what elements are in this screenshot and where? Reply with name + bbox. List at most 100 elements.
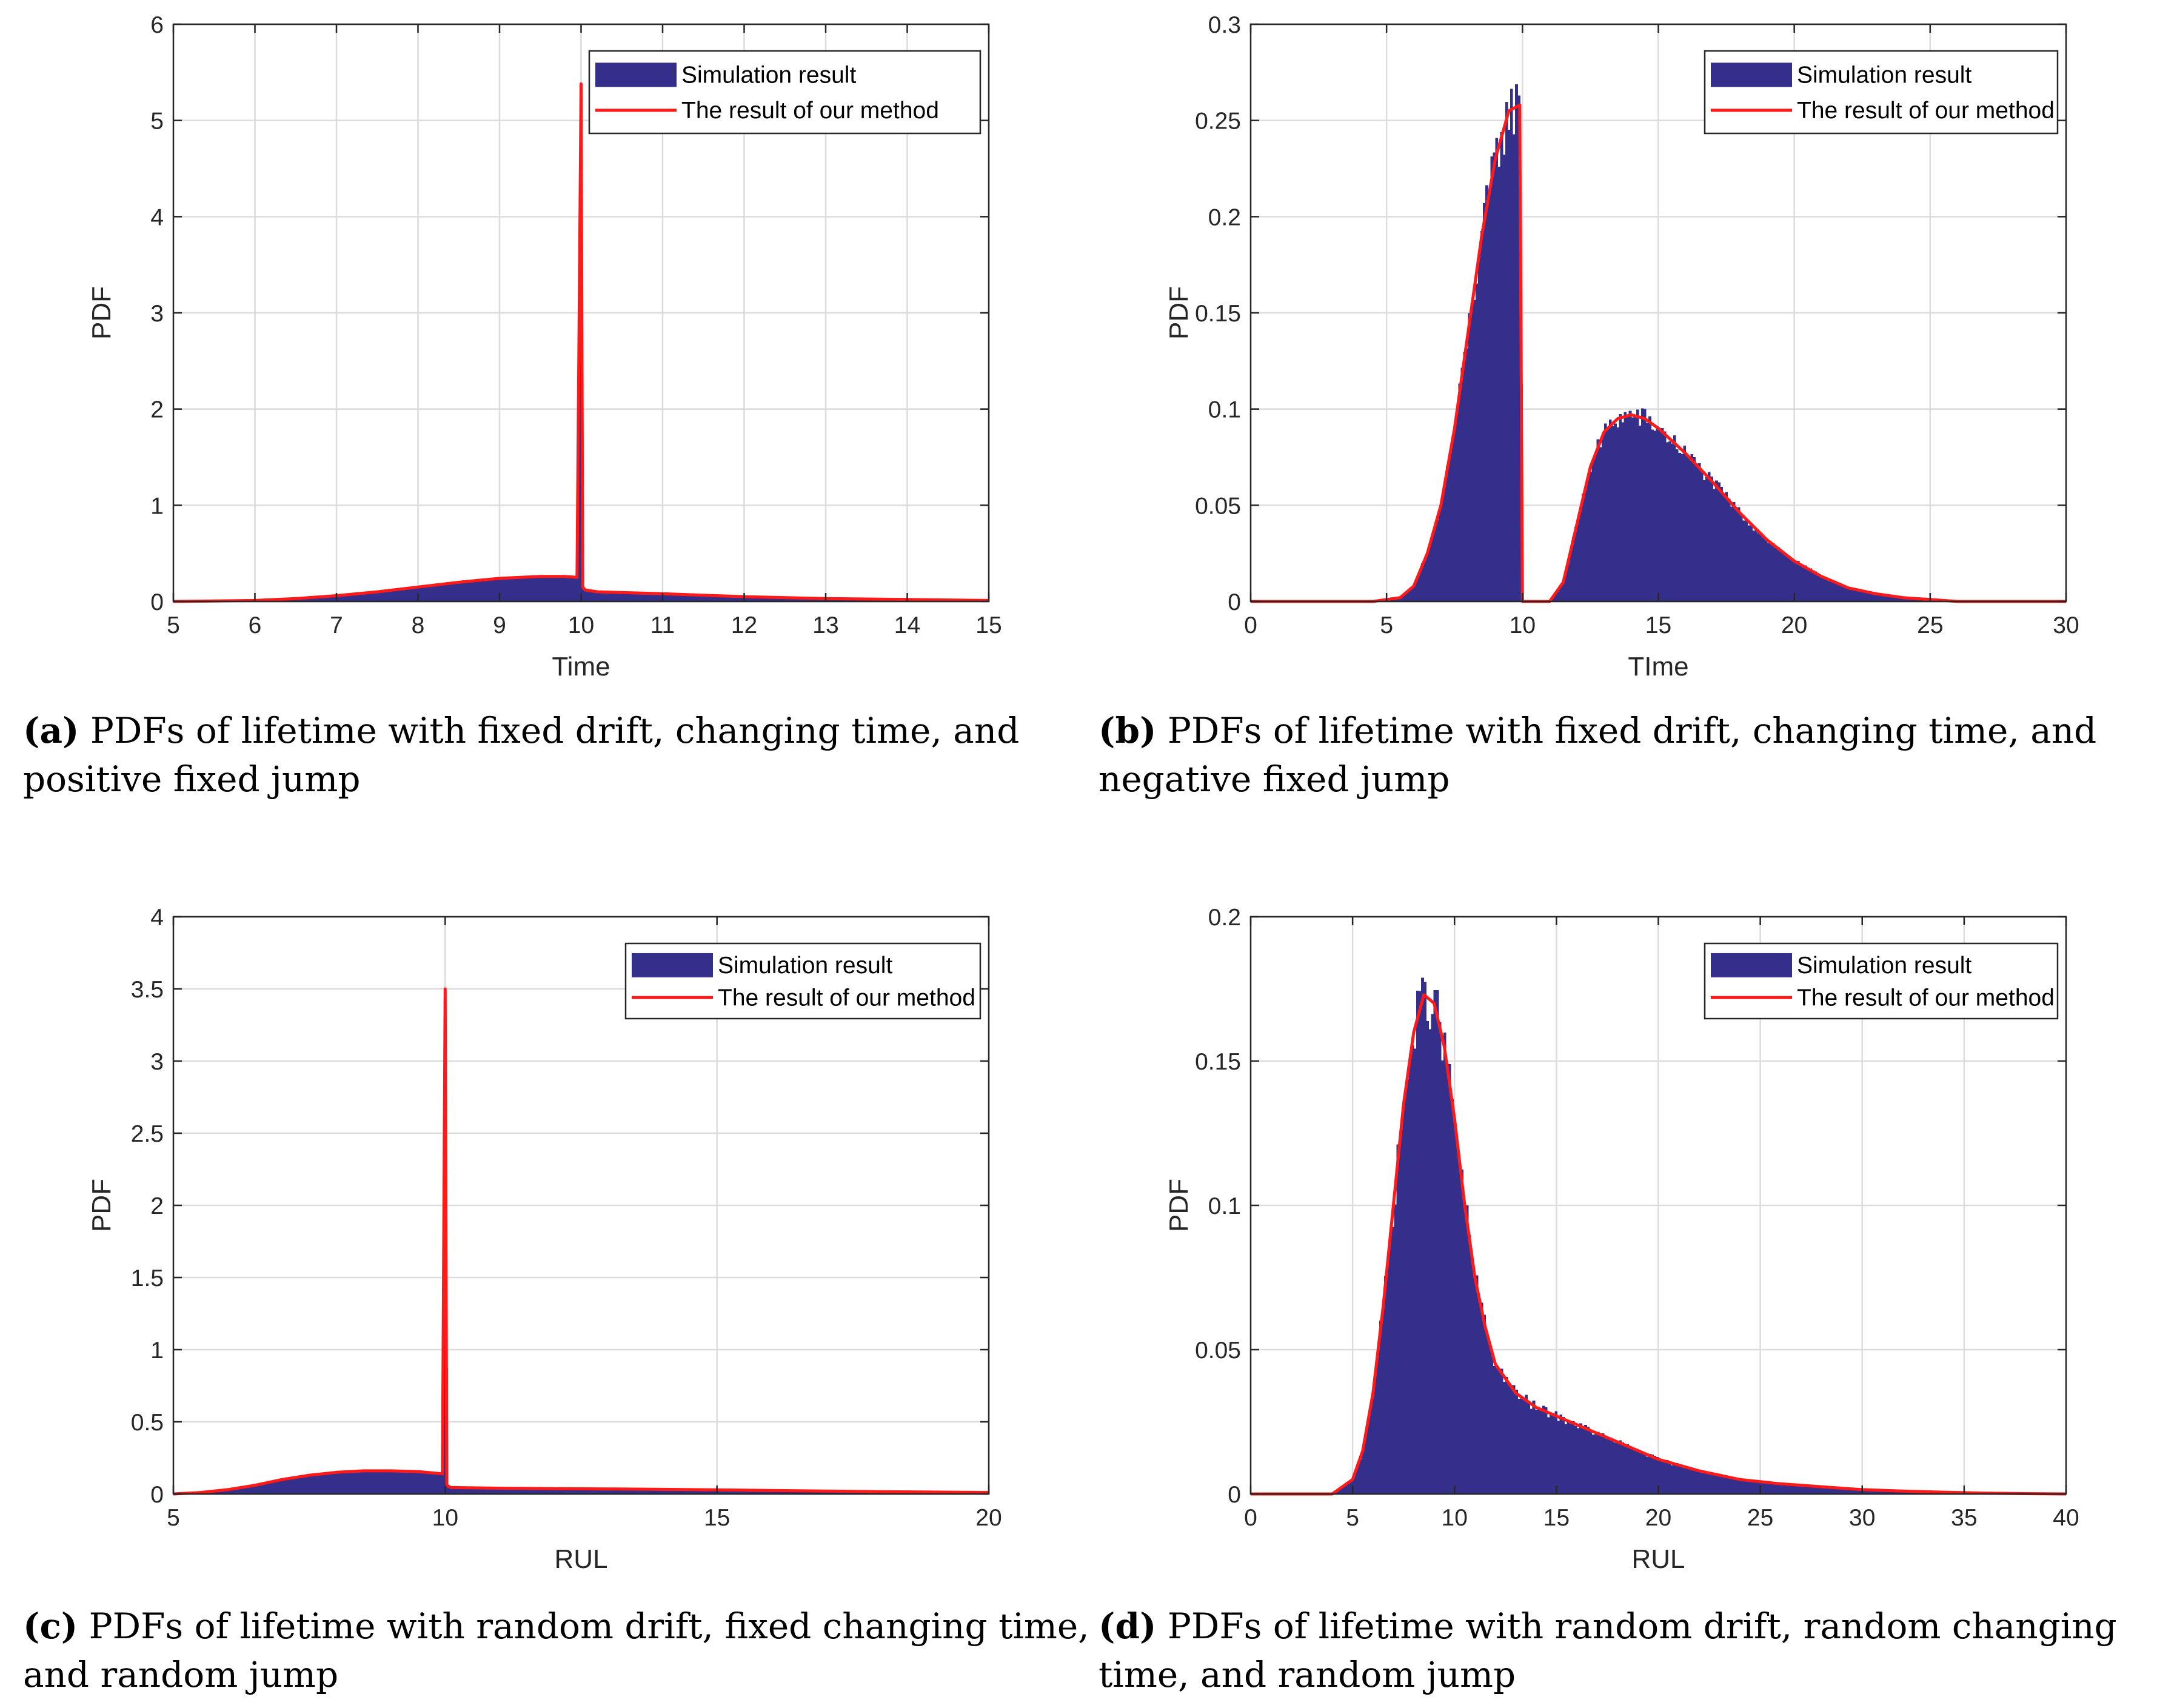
- histogram-bar: [1737, 507, 1741, 601]
- histogram-bar: [1754, 530, 1758, 601]
- x-tick-label: 9: [493, 612, 506, 638]
- histogram-bar: [618, 592, 621, 601]
- histogram-bar: [1513, 1385, 1516, 1494]
- histogram-bar: [791, 1490, 794, 1494]
- histogram-bar: [492, 579, 495, 601]
- histogram-bar: [680, 1489, 683, 1494]
- histogram-bar: [744, 1490, 747, 1494]
- x-tick-label: 10: [432, 1505, 458, 1531]
- histogram-bar: [1670, 443, 1674, 601]
- histogram-bar: [1419, 570, 1422, 601]
- histogram-bar: [1685, 1468, 1689, 1494]
- histogram-bar: [329, 1473, 332, 1494]
- histogram-bar: [566, 577, 569, 601]
- y-tick-label: 0.2: [1208, 905, 1241, 931]
- histogram-bar: [301, 1475, 305, 1494]
- histogram-bar: [1463, 352, 1466, 601]
- histogram-bar: [326, 596, 330, 601]
- histogram-bar: [262, 1483, 266, 1494]
- histogram-bar: [1648, 416, 1651, 601]
- histogram-bar: [512, 1488, 515, 1494]
- histogram-bar: [786, 1490, 789, 1494]
- histogram-bar: [721, 595, 725, 601]
- histogram-bar: [1414, 583, 1417, 601]
- histogram-bar: [470, 580, 473, 601]
- histogram-bar: [1844, 586, 1847, 601]
- histogram-bar: [1752, 1481, 1756, 1494]
- histogram-bar: [783, 1490, 787, 1494]
- histogram-bar: [806, 1491, 809, 1494]
- histogram-bar: [1836, 1488, 1839, 1494]
- histogram-bar: [556, 1489, 560, 1494]
- histogram-bar: [403, 1471, 406, 1494]
- x-tick-label: 8: [412, 612, 425, 638]
- histogram-bar: [1865, 1490, 1869, 1494]
- y-tick-label: 0: [150, 1482, 164, 1508]
- histogram-bar: [1369, 1408, 1373, 1494]
- histogram-bar: [1399, 1142, 1402, 1494]
- histogram-bar: [1888, 1490, 1891, 1494]
- histogram-bar: [551, 1488, 555, 1494]
- histogram-bar: [588, 1489, 592, 1494]
- histogram-bar: [689, 595, 693, 601]
- histogram-bar: [1619, 1440, 1622, 1494]
- histogram-bar: [432, 1473, 436, 1494]
- histogram-bar: [507, 1488, 510, 1494]
- histogram-bar: [1614, 423, 1617, 601]
- histogram-bar: [633, 1489, 636, 1494]
- histogram-bar: [684, 1489, 688, 1494]
- histogram-bar: [255, 1485, 258, 1494]
- histogram-bar: [672, 1489, 675, 1494]
- histogram-bar: [1344, 1484, 1348, 1494]
- y-tick-label: 0.25: [1195, 109, 1241, 135]
- histogram-bar: [1608, 420, 1612, 601]
- histogram-bar: [1839, 1488, 1842, 1494]
- histogram-bar: [749, 1490, 752, 1494]
- histogram-bar: [1730, 1478, 1733, 1494]
- histogram-bar: [1493, 152, 1496, 601]
- histogram-bar: [494, 1488, 498, 1494]
- histogram-bar: [670, 594, 673, 601]
- histogram-bar: [1456, 411, 1459, 601]
- histogram-bar: [299, 1475, 303, 1494]
- histogram-bar: [1366, 1423, 1370, 1494]
- histogram-bar: [571, 576, 574, 601]
- y-axis-label: PDF: [1164, 1179, 1194, 1232]
- histogram-bar: [1824, 578, 1827, 601]
- histogram-bar: [598, 592, 601, 601]
- histogram-bar: [1396, 1144, 1400, 1494]
- histogram-bar: [351, 1472, 355, 1494]
- x-tick-label: 20: [975, 1505, 1002, 1531]
- histogram-bar: [366, 1472, 369, 1494]
- histogram-bar: [447, 584, 451, 601]
- caption-a-text: PDFs of lifetime with fixed drift, chang…: [23, 710, 1020, 800]
- x-tick-label: 6: [249, 612, 262, 638]
- histogram-bar: [1554, 1411, 1557, 1494]
- histogram-bar: [1828, 1487, 1832, 1494]
- histogram-bar: [1584, 1425, 1587, 1494]
- x-tick-label: 15: [1543, 1505, 1570, 1531]
- histogram-bar: [1715, 480, 1718, 601]
- histogram-bar: [1720, 1476, 1724, 1494]
- y-tick-label: 3: [150, 1049, 164, 1075]
- histogram-bar: [714, 1489, 718, 1494]
- histogram-bar: [1510, 1385, 1513, 1494]
- histogram-bar: [1505, 101, 1508, 601]
- histogram-bar: [1587, 1427, 1590, 1494]
- histogram-bar: [1787, 557, 1790, 601]
- histogram-bar: [1705, 477, 1708, 601]
- histogram-bar: [1473, 300, 1476, 601]
- histogram-bar: [218, 1490, 221, 1494]
- histogram-bar: [319, 1473, 323, 1494]
- histogram-bar: [1814, 1486, 1817, 1494]
- histogram-bar: [709, 595, 713, 601]
- histogram-bar: [1362, 1450, 1365, 1494]
- histogram-bar: [704, 595, 707, 601]
- histogram-bar: [576, 1489, 580, 1494]
- histogram-bar: [349, 1472, 352, 1494]
- histogram-bar: [1571, 537, 1575, 601]
- histogram-bar: [509, 1488, 512, 1494]
- histogram-bar: [1660, 1459, 1664, 1494]
- histogram-bar: [373, 591, 376, 601]
- caption-d-label: (d): [1099, 1606, 1157, 1647]
